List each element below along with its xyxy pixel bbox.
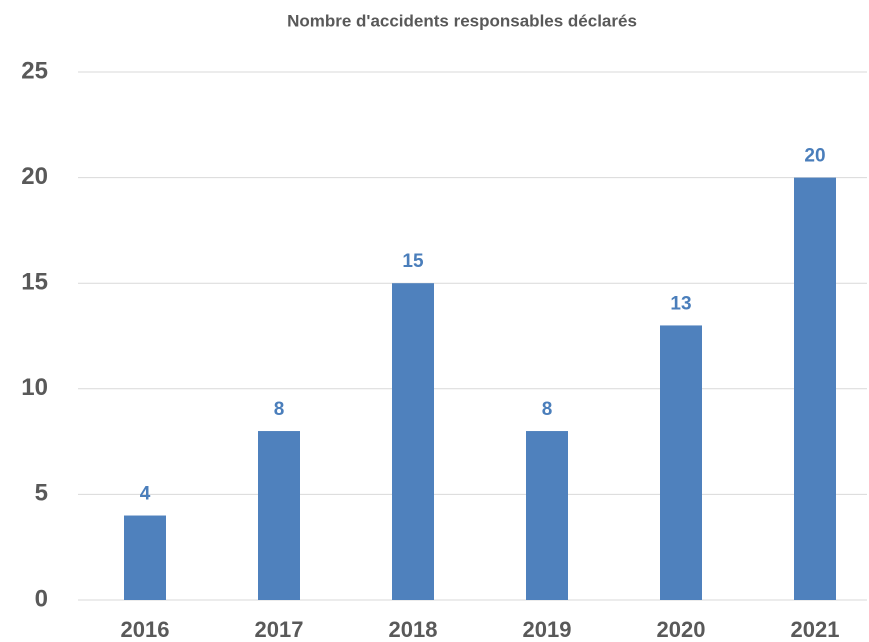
x-tick-label: 2018 xyxy=(389,617,438,642)
y-tick-label: 20 xyxy=(21,163,48,190)
y-tick-label: 15 xyxy=(21,269,48,296)
data-label: 15 xyxy=(402,251,424,272)
y-tick-label: 0 xyxy=(35,585,48,612)
bar xyxy=(124,515,166,600)
y-tick-label: 5 xyxy=(35,480,48,507)
x-tick-label: 2020 xyxy=(657,617,706,642)
data-label: 13 xyxy=(670,293,691,314)
x-tick-label: 2017 xyxy=(255,617,304,642)
y-tick-label: 25 xyxy=(21,57,48,84)
bar xyxy=(660,325,702,600)
x-tick-label: 2016 xyxy=(121,617,170,642)
bar xyxy=(258,431,300,600)
bar xyxy=(794,177,836,600)
y-tick-label: 10 xyxy=(21,374,48,401)
data-label: 8 xyxy=(274,399,285,420)
chart-title: Nombre d'accidents responsables déclarés xyxy=(287,11,637,30)
bar xyxy=(526,431,568,600)
bar xyxy=(392,283,434,600)
data-label: 20 xyxy=(804,146,825,167)
x-tick-label: 2019 xyxy=(523,617,572,642)
x-tick-label: 2021 xyxy=(791,617,840,642)
data-label: 8 xyxy=(542,399,553,420)
data-label: 4 xyxy=(140,484,151,505)
